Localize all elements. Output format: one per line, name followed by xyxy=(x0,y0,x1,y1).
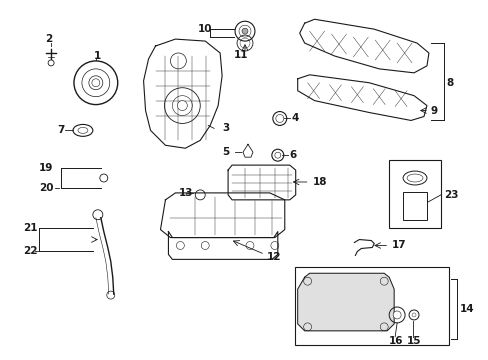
Text: 12: 12 xyxy=(266,252,281,262)
Text: 5: 5 xyxy=(222,147,229,157)
Circle shape xyxy=(235,21,254,41)
Circle shape xyxy=(275,114,283,122)
Circle shape xyxy=(242,28,247,34)
Polygon shape xyxy=(297,273,393,331)
Text: 21: 21 xyxy=(23,222,38,233)
Circle shape xyxy=(411,313,415,317)
Text: 1: 1 xyxy=(94,51,101,61)
Text: 22: 22 xyxy=(23,247,38,256)
Circle shape xyxy=(89,76,102,90)
Text: 6: 6 xyxy=(289,150,296,160)
Circle shape xyxy=(48,60,54,66)
Text: 11: 11 xyxy=(234,50,248,60)
Text: 3: 3 xyxy=(222,123,229,134)
Polygon shape xyxy=(297,75,426,121)
Bar xyxy=(294,267,448,345)
Text: 23: 23 xyxy=(443,190,457,200)
Polygon shape xyxy=(160,193,284,238)
Circle shape xyxy=(274,152,280,158)
Text: 14: 14 xyxy=(459,304,473,314)
Polygon shape xyxy=(227,165,295,200)
Text: 4: 4 xyxy=(291,113,299,123)
Text: 2: 2 xyxy=(45,34,52,44)
Text: 9: 9 xyxy=(430,105,437,116)
Polygon shape xyxy=(243,144,252,157)
Text: 18: 18 xyxy=(312,177,326,187)
Text: 7: 7 xyxy=(57,125,64,135)
Text: 16: 16 xyxy=(388,336,403,346)
Text: 20: 20 xyxy=(39,183,54,193)
Circle shape xyxy=(392,311,400,319)
Bar xyxy=(402,192,426,220)
Circle shape xyxy=(74,61,118,105)
Polygon shape xyxy=(143,39,222,148)
Polygon shape xyxy=(168,231,277,260)
Bar xyxy=(388,160,440,228)
Text: 13: 13 xyxy=(178,188,192,198)
Circle shape xyxy=(177,100,187,111)
Text: 8: 8 xyxy=(446,78,453,88)
Text: 10: 10 xyxy=(198,24,212,34)
Text: 17: 17 xyxy=(391,240,406,251)
Text: 15: 15 xyxy=(406,336,421,346)
Polygon shape xyxy=(299,19,428,73)
Text: 19: 19 xyxy=(39,163,54,173)
